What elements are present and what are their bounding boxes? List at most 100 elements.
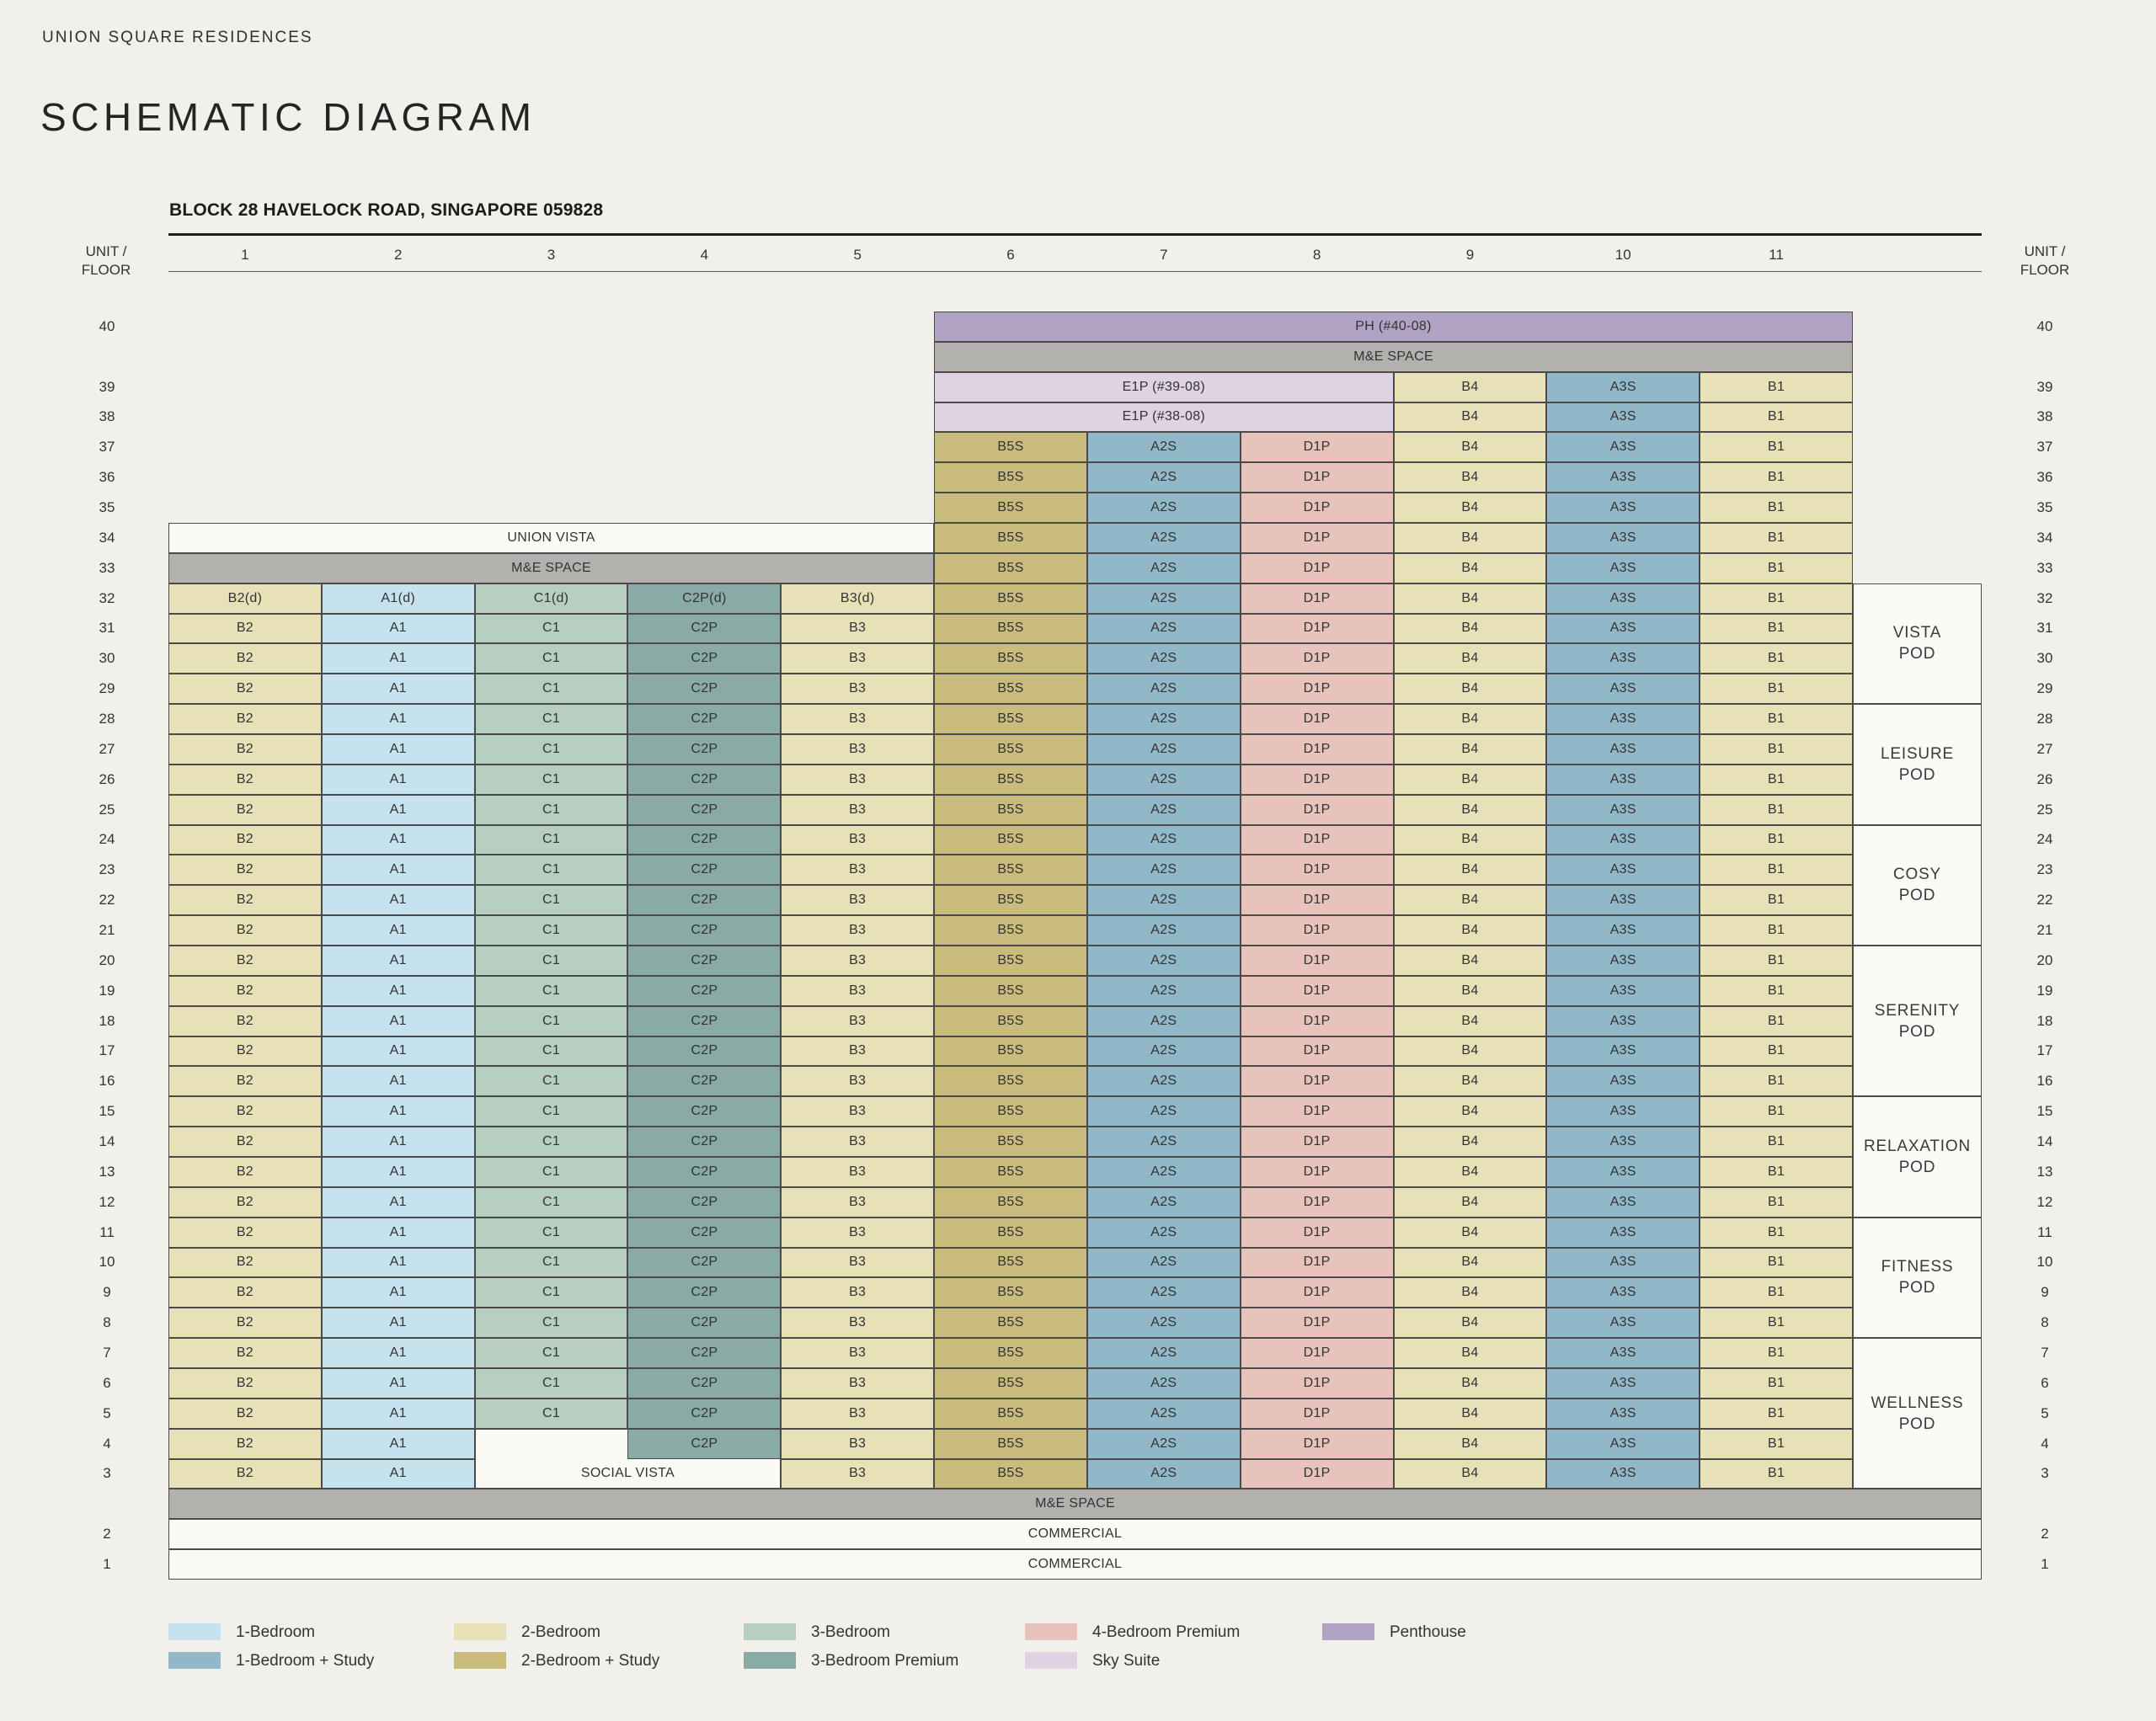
floor-number-right: 27: [2036, 740, 2053, 757]
floor-number-right: 16: [2036, 1073, 2053, 1090]
unit-cell: B2: [168, 915, 322, 946]
floor-number-left: 1: [103, 1556, 111, 1573]
unit-cell: B5S: [934, 1005, 1087, 1036]
unit-cell: B4: [1393, 1186, 1547, 1217]
unit-cell: B4: [1393, 674, 1547, 705]
floor-number-right: 34: [2036, 529, 2053, 546]
floor-number-left: 36: [99, 469, 115, 486]
unit-cell: A1: [321, 1367, 475, 1399]
unit-cell: C1: [474, 1247, 628, 1278]
unit-cell: B3: [781, 1308, 935, 1339]
unit-cell: B1: [1700, 764, 1853, 795]
unit-cell: B4: [1393, 1367, 1547, 1399]
unit-cell: C1: [474, 975, 628, 1006]
unit-cell: B5S: [934, 432, 1087, 463]
floor-number-right: 37: [2036, 439, 2053, 456]
unit-cell: B2: [168, 674, 322, 705]
unit-cell: A2S: [1086, 1458, 1241, 1489]
unit-cell: E1P (#39-08): [934, 371, 1394, 402]
unit-cell: C2P: [627, 1367, 782, 1399]
floor-number-right: 8: [2041, 1314, 2049, 1331]
floor-number-left: 15: [99, 1103, 115, 1120]
unit-cell: A1: [321, 855, 475, 886]
floor-number-left: 39: [99, 378, 115, 395]
unit-cell: B2: [168, 704, 322, 734]
floor-number-left: 6: [103, 1374, 111, 1391]
unit-cell: A3S: [1546, 462, 1700, 493]
floor-number-right: 9: [2041, 1284, 2049, 1301]
unit-cell: A1: [321, 1247, 475, 1278]
unit-cell: D1P: [1240, 462, 1394, 493]
unit-cell: A2S: [1086, 1367, 1241, 1399]
unit-cell: B1: [1700, 824, 1853, 855]
unit-cell: B4: [1393, 552, 1547, 583]
unit-cell: B5S: [934, 794, 1087, 825]
unit-cell: A2S: [1086, 1096, 1241, 1127]
unit-cell: C2P: [627, 1127, 782, 1157]
unit-cell: B5S: [934, 733, 1087, 765]
unit-cell: B1: [1700, 1458, 1853, 1489]
unit-cell: C1: [474, 764, 628, 795]
unit-cell: A2S: [1086, 1277, 1241, 1308]
unit-cell: D1P: [1240, 1398, 1394, 1429]
unit-cell: B4: [1393, 1458, 1547, 1489]
floor-number-right: 26: [2036, 770, 2053, 787]
unit-cell: B5S: [934, 1036, 1087, 1067]
unit-cell: B1: [1700, 885, 1853, 916]
floor-number-left: 24: [99, 831, 115, 848]
floor-number-left: 18: [99, 1012, 115, 1029]
unit-cell: D1P: [1240, 1156, 1394, 1187]
unit-cell: B4: [1393, 1247, 1547, 1278]
unit-cell: A3S: [1546, 643, 1700, 674]
unit-cell: A2S: [1086, 522, 1241, 553]
floor-number-right: 5: [2041, 1404, 2049, 1421]
unit-cell: B5S: [934, 1217, 1087, 1248]
unit-cell: C1: [474, 1127, 628, 1157]
legend-label: 4-Bedroom Premium: [1092, 1623, 1241, 1641]
unit-cell: B3: [781, 885, 935, 916]
unit-cell: B1: [1700, 1428, 1853, 1459]
unit-cell: C1: [474, 613, 628, 644]
unit-cell: B2: [168, 764, 322, 795]
unit-cell: B5S: [934, 1428, 1087, 1459]
unit-cell: B3: [781, 1458, 935, 1489]
unit-cell: C2P: [627, 1096, 782, 1127]
unit-cell: B3: [781, 733, 935, 765]
unit-cell: D1P: [1240, 1308, 1394, 1339]
unit-cell: B2: [168, 1156, 322, 1187]
mne-space-band: M&E SPACE: [934, 341, 1853, 372]
unit-cell: D1P: [1240, 975, 1394, 1006]
column-number: 4: [700, 247, 709, 263]
unit-cell: D1P: [1240, 583, 1394, 614]
unit-cell: B4: [1393, 1428, 1547, 1459]
unit-cell: B2: [168, 1066, 322, 1097]
unit-cell: B1: [1700, 1277, 1853, 1308]
unit-cell: D1P: [1240, 522, 1394, 553]
floor-number-left: 11: [99, 1223, 115, 1240]
unit-cell: A3S: [1546, 1066, 1700, 1097]
unit-cell: A3S: [1546, 522, 1700, 553]
unit-cell: A3S: [1546, 674, 1700, 705]
unit-cell: B5S: [934, 1308, 1087, 1339]
unit-cell: A3S: [1546, 1036, 1700, 1067]
pod-label-box: LEISURE POD: [1853, 704, 1982, 825]
unit-cell: A3S: [1546, 794, 1700, 825]
pod-label-box: SERENITY POD: [1853, 945, 1982, 1097]
unit-cell: B2: [168, 855, 322, 886]
unit-cell: D1P: [1240, 704, 1394, 734]
unit-cell: A1: [321, 704, 475, 734]
unit-cell: B4: [1393, 1338, 1547, 1368]
unit-cell: B2: [168, 1005, 322, 1036]
unit-cell: B3: [781, 1338, 935, 1368]
unit-cell: B1: [1700, 1156, 1853, 1187]
unit-cell: A2S: [1086, 462, 1241, 493]
unit-cell: A2S: [1086, 704, 1241, 734]
floor-number-right: 4: [2041, 1435, 2049, 1452]
unit-cell: B3: [781, 1186, 935, 1217]
floor-number-left: 9: [103, 1284, 111, 1301]
unit-cell: A1: [321, 1036, 475, 1067]
unit-cell: B3: [781, 1428, 935, 1459]
brand-name: UNION SQUARE RESIDENCES: [42, 29, 313, 46]
unit-cell: A2S: [1086, 1127, 1241, 1157]
unit-cell: A2S: [1086, 583, 1241, 614]
